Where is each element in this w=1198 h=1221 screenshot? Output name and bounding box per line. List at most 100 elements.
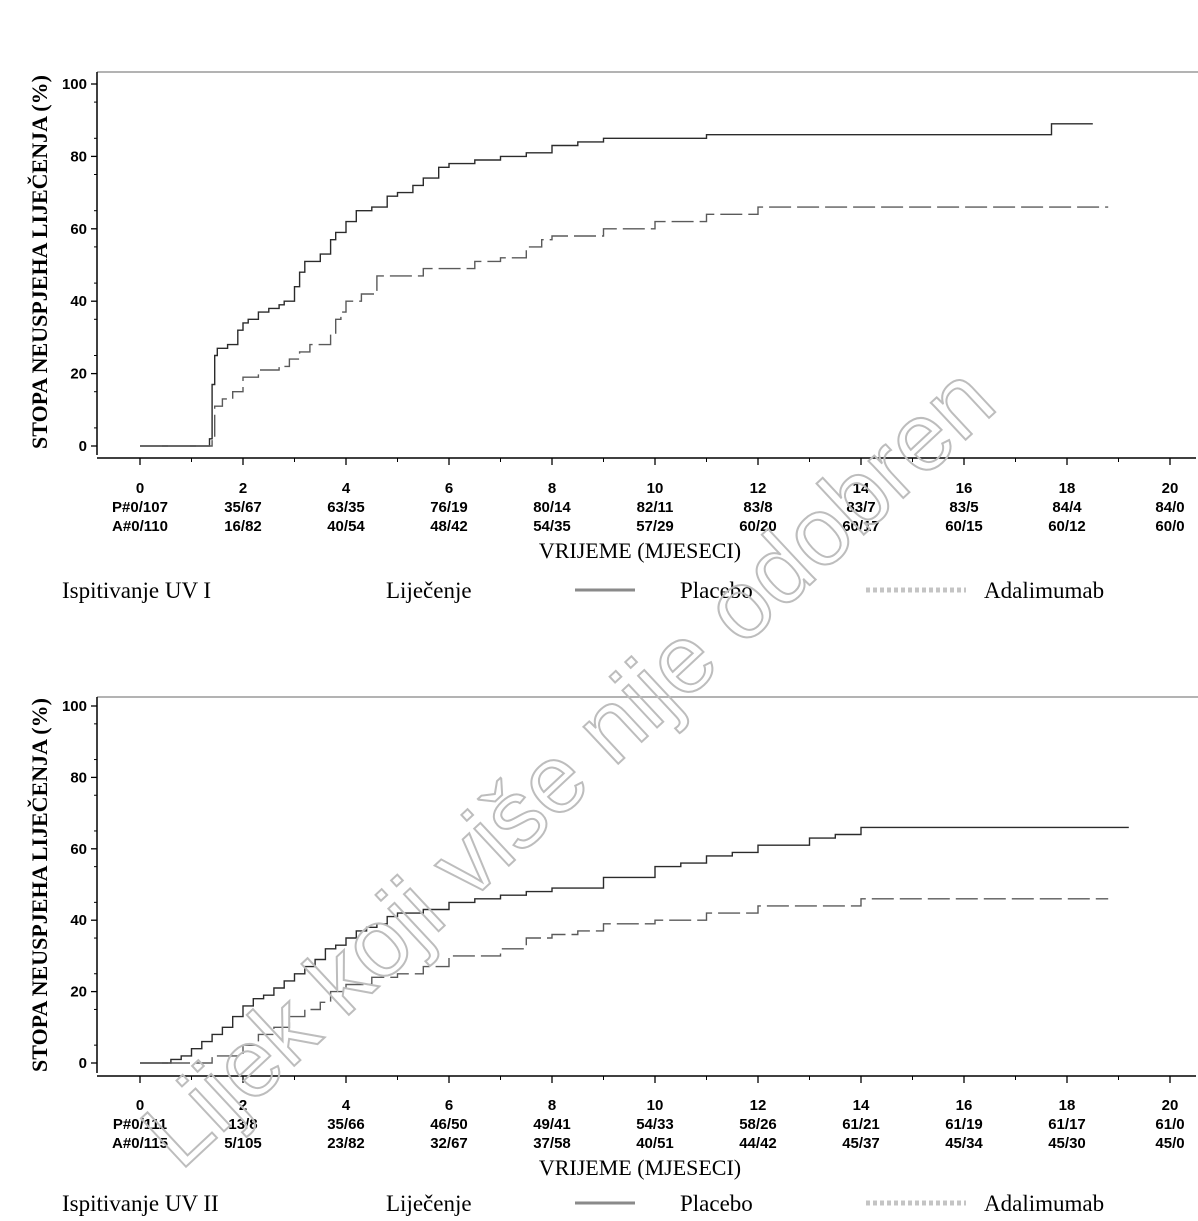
risk-table-cell: 37/58 [533,1135,571,1152]
chart-panel-1: 0 20 40 60 80 100 0 2 4 6 8 10 12 14 16 18 20 P#0/107 35/6… [27,71,1198,603]
risk-row-label: P# [113,1116,132,1133]
x-tick-label: 6 [445,1097,453,1114]
risk-table-cell: 84/4 [1052,499,1082,516]
series-line-placebo [140,826,1129,1064]
x-axis-title: VRIJEME (MJESECI) [539,538,741,563]
x-tick-label: 0 [136,1097,144,1114]
risk-table-cell: 45/34 [945,1135,983,1152]
series-line-placebo [140,123,1093,447]
x-tick-label: 4 [342,1097,351,1114]
risk-table-cell: 16/82 [224,518,262,535]
watermark-text: Lijek koji više nije odobren [122,345,1015,1188]
risk-table-cell: 45/30 [1048,1135,1086,1152]
risk-table-cell: 82/11 [637,499,674,516]
risk-table-cell: P#0/107 [112,499,168,516]
x-tick-label: 16 [956,1097,973,1114]
x-tick-label: 12 [750,480,767,497]
y-tick-label: 20 [70,366,87,383]
risk-table-cell: 13/8 [228,1116,257,1133]
risk-table-cell: 76/19 [430,499,468,516]
y-tick-label: 100 [62,76,87,93]
risk-table-cell: A#0/115 [112,1135,168,1152]
risk-table-cell: 61/0 [1155,1116,1184,1133]
risk-table-cell: 83/7 [846,499,875,516]
risk-table-cell: 32/67 [430,1135,468,1152]
risk-table-cell: 45/37 [842,1135,880,1152]
x-tick-label: 14 [853,1097,870,1114]
x-tick-label: 8 [548,1097,556,1114]
legend-study-label: Ispitivanje UV I [62,578,211,603]
risk-table-cell: 35/67 [224,499,262,516]
x-tick-label: 0 [136,480,144,497]
risk-table-cell: P#0/111 [113,1116,167,1133]
risk-table-cell: 57/29 [636,518,674,535]
risk-table-cell: 40/54 [327,518,365,535]
x-tick-label: 16 [956,480,973,497]
risk-table-cell: 23/82 [327,1135,365,1152]
y-tick-label: 100 [62,698,87,715]
x-tick-label: 20 [1162,480,1179,497]
x-tick-label: 20 [1162,1097,1179,1114]
series-line-adalimumab [140,206,1109,447]
x-tick-label: 14 [853,480,870,497]
series-line-adalimumab [140,898,1109,1064]
risk-table-cell: 35/66 [327,1116,365,1133]
risk-table-cell: 83/8 [743,499,772,516]
y-axis-title: STOPA NEUSPJEHA LIJEČENJA (%) [27,698,52,1072]
x-tick-label: 8 [548,480,556,497]
risk-row-label: P# [112,499,131,516]
x-tick-label: 10 [647,480,664,497]
legend: Ispitivanje UV I Liječenje Placebo Adalimum… [62,578,1104,603]
risk-table-cell: 83/5 [949,499,978,516]
risk-row-label: A# [112,1135,132,1152]
y-tick-label: 60 [70,221,87,238]
y-tick-label: 80 [70,769,87,786]
x-tick-label: 12 [750,1097,767,1114]
legend-item-placebo: Placebo [680,578,753,603]
risk-table-cell: 40/51 [636,1135,674,1152]
chart-panel-2: 0 20 40 60 80 100 0 2 4 6 8 10 12 14 16 18 20 P#0/111 13/8… [27,696,1198,1216]
x-tick-label: 4 [342,480,351,497]
y-tick-label: 20 [70,984,87,1001]
y-tick-label: 80 [70,148,87,165]
risk-value: 0/110 [131,518,168,535]
risk-table-cell: 80/14 [533,499,571,516]
x-tick-label: 2 [239,480,247,497]
risk-value: 0/115 [131,1135,168,1152]
risk-table-cell: 54/33 [636,1116,674,1133]
x-tick-label: 10 [647,1097,664,1114]
risk-table-cell: 58/26 [739,1116,777,1133]
x-tick-label: 18 [1059,480,1076,497]
risk-table-cell: 49/41 [533,1116,571,1133]
risk-table-cell: 60/20 [739,518,777,535]
risk-row-label: A# [112,518,132,535]
risk-table-cell: 60/15 [945,518,983,535]
risk-table-cell: 60/0 [1155,518,1184,535]
legend-item-placebo: Placebo [680,1191,753,1216]
risk-table-cell: 61/19 [945,1116,983,1133]
y-tick-label: 0 [79,438,87,455]
risk-table-cell: 44/42 [739,1135,777,1152]
x-tick-label: 18 [1059,1097,1076,1114]
legend-item-adalimumab: Adalimumab [984,1191,1104,1216]
risk-table-cell: 61/17 [1048,1116,1086,1133]
y-tick-label: 60 [70,841,87,858]
risk-table-cell: 46/50 [430,1116,468,1133]
risk-value: 0/111 [131,1116,167,1133]
x-tick-label: 2 [239,1097,247,1114]
x-tick-label: 6 [445,480,453,497]
legend: Ispitivanje UV II Liječenje Placebo Adalimu… [62,1191,1104,1216]
legend-item-adalimumab: Adalimumab [984,578,1104,603]
risk-table-cell: 5/105 [224,1135,262,1152]
legend-study-label: Ispitivanje UV II [62,1191,219,1216]
risk-table-cell: 63/35 [327,499,365,516]
legend-treatment-label: Liječenje [386,578,472,603]
risk-table-cell: 84/0 [1155,499,1184,516]
legend-treatment-label: Liječenje [386,1191,472,1216]
risk-table-cell: 54/35 [533,518,571,535]
risk-table-cell: 61/21 [842,1116,880,1133]
y-tick-label: 40 [70,293,87,310]
risk-value: 0/107 [130,499,168,516]
risk-table-cell: 48/42 [430,518,468,535]
